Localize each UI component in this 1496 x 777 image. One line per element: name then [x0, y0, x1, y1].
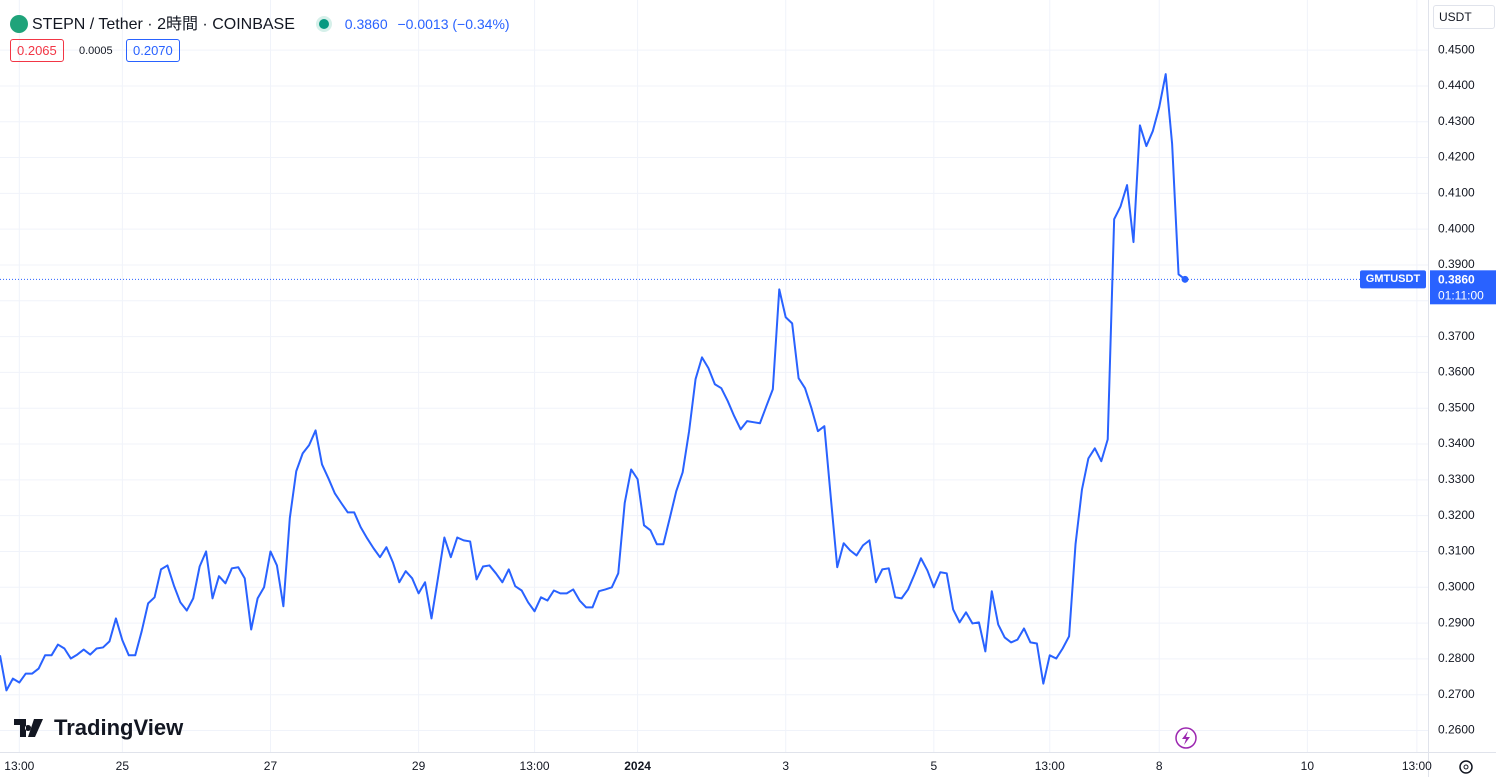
- logo-icon: [14, 719, 43, 737]
- last-point: [1181, 275, 1189, 283]
- time-axis-bg: [0, 752, 1496, 777]
- marks: [0, 73, 1428, 692]
- y-tick-label: 0.3100: [1438, 544, 1475, 558]
- x-tick-label: 10: [1301, 759, 1315, 773]
- x-tick-label: 13:00: [520, 759, 550, 773]
- y-tick-label: 0.2700: [1438, 687, 1475, 701]
- settings-gear[interactable]: [1459, 760, 1473, 774]
- grid: [0, 0, 1428, 752]
- x-tick-label: 2024: [624, 759, 651, 773]
- axes: 0.2600 0.2700 0.2800 0.2900 0.3000 0.3100 0.32…: [4, 42, 1496, 773]
- tradingview-logo: TradingView: [14, 715, 184, 740]
- symbol-icon: [10, 15, 28, 33]
- price-label-bg: [1430, 270, 1496, 305]
- currency-select[interactable]: USDT: [1433, 5, 1495, 29]
- x-tick-label: 25: [116, 759, 130, 773]
- y-tick-label: 0.3400: [1438, 436, 1475, 450]
- y-tick-label: 0.4500: [1438, 42, 1475, 56]
- symbol-header: STEPN / Tether · 2時間 · COINBASE 0.3860 −…: [10, 10, 510, 34]
- buy-button[interactable]: 0.2070: [126, 39, 180, 62]
- x-tick-label: 5: [930, 759, 937, 773]
- spread: 0.0005: [79, 45, 113, 57]
- y-tick-label: 0.2800: [1438, 651, 1475, 665]
- sell-button[interactable]: 0.2065: [10, 39, 64, 62]
- price-line: [0, 73, 1186, 692]
- x-tick-label: 29: [412, 759, 426, 773]
- price-axis-bg: [1428, 0, 1496, 777]
- y-tick-label: 0.2600: [1438, 723, 1475, 737]
- x-tick-label: 27: [264, 759, 278, 773]
- countdown-label: 01:11:00: [1438, 288, 1484, 302]
- symbol-title[interactable]: STEPN / Tether · 2時間 · COINBASE: [32, 16, 295, 33]
- x-tick-label: 13:00: [1402, 759, 1432, 773]
- y-tick-label: 0.2900: [1438, 615, 1475, 629]
- header-price: 0.3860: [344, 16, 388, 32]
- symbol-label-bg: [1360, 270, 1426, 289]
- y-tick-label: 0.4000: [1438, 221, 1475, 235]
- y-tick-label: 0.3000: [1438, 579, 1475, 593]
- settings-hub: [1463, 764, 1469, 770]
- y-tick-label: 0.3200: [1438, 508, 1475, 522]
- lightning-icon[interactable]: [1175, 727, 1197, 749]
- y-tick-label: 0.4400: [1438, 78, 1475, 92]
- y-tick-label: 0.3900: [1438, 257, 1475, 271]
- x-tick-label: 13:00: [1035, 759, 1065, 773]
- settings-icon[interactable]: [1459, 760, 1473, 774]
- y-tick-label: 0.3300: [1438, 472, 1475, 486]
- price-label: 0.3860: [1438, 272, 1475, 286]
- y-tick-label: 0.4200: [1438, 150, 1475, 164]
- header-change: −0.0013 (−0.34%): [397, 16, 510, 32]
- symbol-label: GMTUSDT: [1366, 273, 1421, 285]
- y-tick-label: 0.3500: [1438, 400, 1475, 414]
- x-tick-label: 8: [1156, 759, 1163, 773]
- lightning-bolt: [1182, 731, 1190, 745]
- market-status: [318, 19, 329, 29]
- y-tick-label: 0.4300: [1438, 114, 1475, 128]
- y-tick-label: 0.3700: [1438, 329, 1475, 343]
- x-tick-label: 3: [782, 759, 789, 773]
- y-tick-label: 0.3600: [1438, 365, 1475, 379]
- x-tick-label: 13:00: [4, 759, 34, 773]
- logo-text: TradingView: [54, 715, 184, 740]
- y-tick-label: 0.4100: [1438, 186, 1475, 200]
